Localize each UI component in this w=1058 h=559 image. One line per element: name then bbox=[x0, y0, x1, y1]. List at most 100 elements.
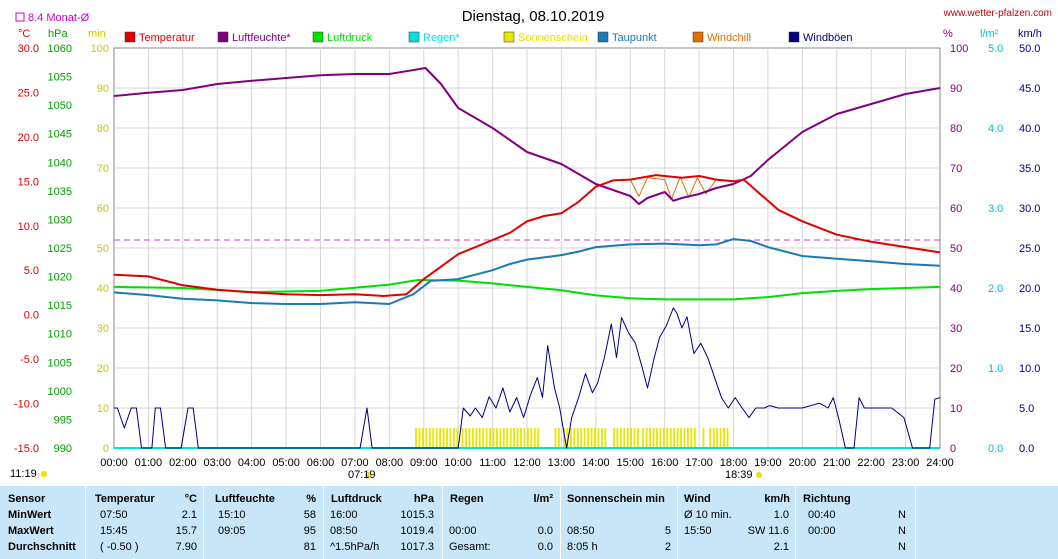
stats-rain-val-1: 0.0 bbox=[537, 525, 553, 537]
stats-temp-time-1: 15:45 bbox=[100, 525, 128, 537]
wind-tick-5: 25.0 bbox=[1019, 243, 1040, 255]
sunshine-bar-3 bbox=[594, 428, 596, 448]
x-tick-7: 07:00 bbox=[341, 457, 369, 469]
sunshine-bar-4 bbox=[616, 428, 619, 448]
sunshine-bar-1 bbox=[492, 428, 495, 448]
stats-header-9: Sonnenschein min bbox=[567, 493, 665, 505]
sun-tick-6: 40 bbox=[97, 283, 109, 295]
sunshine-bar-5 bbox=[649, 428, 651, 448]
stats-header-8: l/m² bbox=[533, 493, 553, 505]
stats-divider-0 bbox=[85, 486, 86, 559]
sunshine-bar-1 bbox=[523, 428, 526, 448]
sunshine-bar-5 bbox=[652, 428, 655, 448]
temp-tick-7: -5.0 bbox=[20, 354, 39, 366]
sun-tick-8: 20 bbox=[97, 363, 109, 375]
sunshine-bar-1 bbox=[502, 428, 505, 448]
temp-tick-1: 25.0 bbox=[18, 87, 39, 99]
stats-header-4: % bbox=[306, 493, 316, 505]
sunshine-bar-5 bbox=[690, 428, 693, 448]
stats-temp-time-2: ( -0.50 ) bbox=[100, 541, 139, 553]
sunshine-bar-1 bbox=[482, 428, 485, 448]
stats-wind-val-2: 2.1 bbox=[773, 541, 789, 553]
sunshine-bar-5 bbox=[673, 428, 676, 448]
chart-title: Dienstag, 08.10.2019 bbox=[462, 8, 605, 25]
unit-sunshine: min bbox=[88, 28, 106, 40]
sunshine-bar-1 bbox=[530, 428, 533, 448]
temp-tick-4: 10.0 bbox=[18, 221, 39, 233]
rain-tick-0: 5.0 bbox=[988, 43, 1003, 55]
sunshine-bar-4 bbox=[623, 428, 626, 448]
legend-swatch-4 bbox=[503, 31, 515, 43]
sunshine-bar-4 bbox=[619, 428, 622, 448]
unit-pressure: hPa bbox=[48, 28, 68, 40]
pressure-tick-12: 1000 bbox=[48, 386, 72, 398]
wind-tick-7: 15.0 bbox=[1019, 323, 1040, 335]
pressure-tick-7: 1025 bbox=[48, 243, 72, 255]
wind-tick-4: 30.0 bbox=[1019, 203, 1040, 215]
sunshine-bar-0 bbox=[446, 428, 448, 448]
x-tick-23: 23:00 bbox=[892, 457, 920, 469]
sunrise-icon bbox=[365, 472, 371, 478]
sunshine-bars bbox=[415, 428, 729, 448]
temp-tick-6: 0.0 bbox=[24, 310, 39, 322]
sun-tick-7: 30 bbox=[97, 323, 109, 335]
rain-tick-3: 2.0 bbox=[988, 283, 1003, 295]
sunshine-bar-0 bbox=[432, 428, 435, 448]
legend-label-2: Luftdruck bbox=[327, 32, 373, 44]
legend-swatch-3 bbox=[408, 31, 420, 43]
unit-wind: km/h bbox=[1018, 28, 1042, 40]
sunshine-bar-4 bbox=[630, 428, 633, 448]
sunshine-bar-3 bbox=[573, 428, 576, 448]
stats-divider-3 bbox=[442, 486, 443, 559]
wind-tick-2: 40.0 bbox=[1019, 123, 1040, 135]
legend-swatch-0 bbox=[124, 31, 136, 43]
pressure-tick-14: 990 bbox=[54, 443, 72, 455]
stats-divider-5 bbox=[677, 486, 678, 559]
sunshine-bar-1 bbox=[496, 428, 498, 448]
legend-swatch-5 bbox=[597, 31, 609, 43]
sunshine-bar-3 bbox=[604, 428, 607, 448]
legend-label-5: Taupunkt bbox=[612, 32, 657, 44]
pressure-tick-9: 1015 bbox=[48, 300, 72, 312]
pressure-tick-10: 1010 bbox=[48, 329, 72, 341]
sunshine-bar-1 bbox=[461, 428, 464, 448]
left-time: 11:19 bbox=[10, 468, 37, 480]
stats-hum-val-0: 58 bbox=[303, 509, 316, 521]
pressure-tick-4: 1040 bbox=[48, 157, 72, 169]
x-tick-6: 06:00 bbox=[307, 457, 335, 469]
humidity-tick-2: 80 bbox=[950, 123, 962, 135]
stats-dir-val-0: N bbox=[898, 509, 906, 521]
sunshine-bar-1 bbox=[499, 428, 502, 448]
sunshine-bar-3 bbox=[590, 428, 593, 448]
stats-header-2: °C bbox=[184, 493, 197, 505]
stats-sun-time-1: 08:50 bbox=[567, 525, 595, 537]
pressure-tick-5: 1035 bbox=[48, 186, 72, 198]
sunshine-bar-3 bbox=[600, 428, 603, 448]
stats-table: Sensor Temperatur °C Luftfeuchte% Luftdruck h… bbox=[0, 486, 1058, 559]
temp-tick-8: -10.0 bbox=[14, 399, 39, 411]
sunshine-bar-3 bbox=[583, 428, 586, 448]
pressure-tick-1: 1055 bbox=[48, 72, 72, 84]
weather-chart: Dienstag, 08.10.2019 www.wetter-pfalzen.… bbox=[10, 8, 1052, 481]
sunshine-bar-5 bbox=[666, 428, 669, 448]
sunshine-bar-7 bbox=[719, 428, 722, 448]
sunshine-bar-0 bbox=[456, 428, 459, 448]
legend-swatch-6 bbox=[692, 31, 704, 43]
sunshine-bar-0 bbox=[442, 428, 445, 448]
legend-label-0: Temperatur bbox=[139, 32, 195, 44]
stats-press-val-1: 1019.4 bbox=[400, 525, 434, 537]
rain-tick-1: 4.0 bbox=[988, 123, 1003, 135]
legend: Temperatur Luftfeuchte* Luftdruck Regen* Son… bbox=[124, 31, 853, 44]
stats-wind-val-0: 1.0 bbox=[773, 509, 789, 521]
sunshine-bar-0 bbox=[453, 428, 455, 448]
humidity-tick-3: 70 bbox=[950, 163, 962, 175]
sunshine-bar-1 bbox=[468, 428, 471, 448]
stats-divider-6 bbox=[795, 486, 796, 559]
pressure-tick-11: 1005 bbox=[48, 357, 72, 369]
stats-divider-4 bbox=[560, 486, 561, 559]
x-tick-12: 12:00 bbox=[513, 457, 541, 469]
site-link[interactable]: www.wetter-pfalzen.com bbox=[943, 8, 1052, 19]
x-tick-5: 05:00 bbox=[272, 457, 300, 469]
sunshine-bar-7 bbox=[709, 428, 712, 448]
stats-press-time-0: 16:00 bbox=[330, 509, 358, 521]
